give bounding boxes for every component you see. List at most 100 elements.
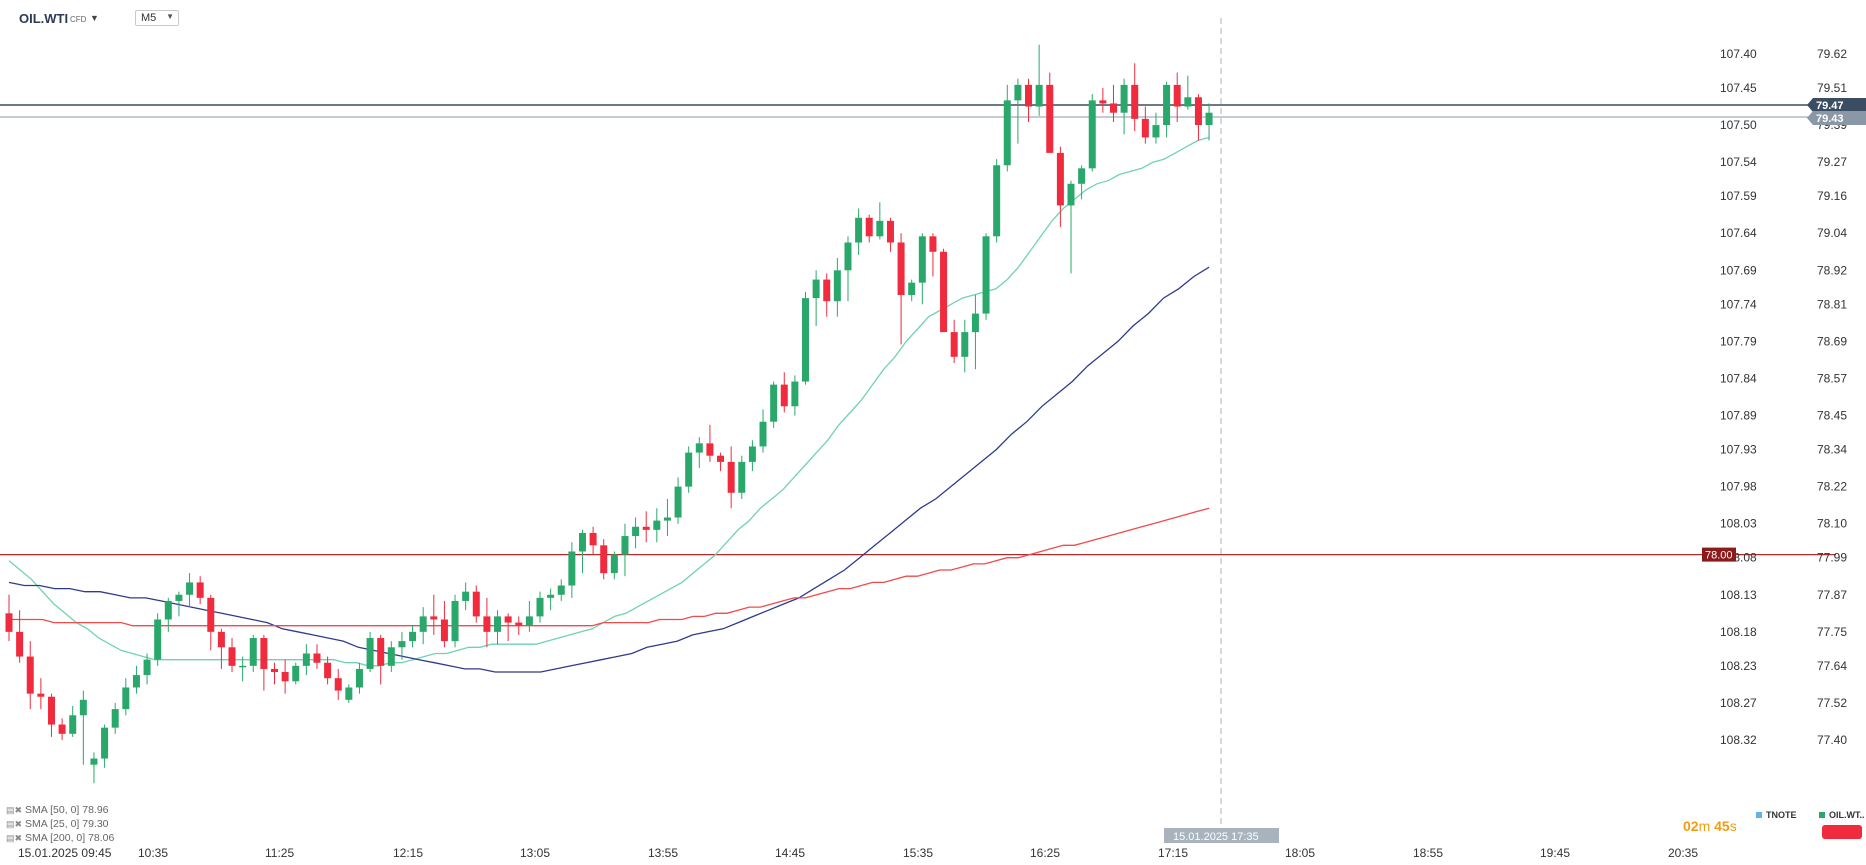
candle [802, 291, 809, 385]
candle-body [16, 631, 24, 657]
candle [207, 594, 215, 651]
countdown-minutes-unit: m [1698, 818, 1711, 834]
candle-body [1205, 112, 1213, 126]
candle-body [26, 656, 34, 694]
price-tick-label: 79.27 [1817, 155, 1847, 169]
candle [833, 257, 841, 317]
symbol-dropdown-icon[interactable]: ▼ [90, 13, 99, 23]
chevron-down-icon: ▼ [166, 12, 174, 21]
crosshair-time-label: 15.01.2025 17:35 [1173, 831, 1259, 843]
candle-body [918, 236, 926, 283]
candle-body [1173, 84, 1181, 107]
price-tick-label: 78.92 [1817, 263, 1847, 277]
secondary-tick-label: 108.13 [1720, 588, 1757, 602]
candle [324, 656, 332, 685]
candle-body [1109, 103, 1117, 113]
candle-body [695, 443, 703, 453]
candle-body [1152, 125, 1160, 138]
secondary-tick-label: 108.03 [1720, 517, 1757, 531]
support-line-label: 78.00 [1705, 550, 1733, 562]
candle [260, 634, 268, 691]
countdown-minutes: 02 [1683, 818, 1699, 834]
legend-sma25-label: SMA [25, 0] 79.30 [25, 818, 109, 830]
legend-sma50[interactable]: ▤✖ SMA [50, 0] 78.96 [6, 804, 109, 816]
candle [47, 693, 55, 737]
candle [1194, 94, 1202, 141]
legend-sma200[interactable]: ▤✖ SMA [200, 0] 78.06 [6, 832, 114, 844]
candle-body [1099, 100, 1107, 104]
price-tick-label: 77.64 [1817, 659, 1847, 673]
candle [1173, 72, 1181, 122]
candle [600, 539, 608, 580]
settings-icon[interactable]: ▤✖ [6, 819, 23, 829]
symbol-label[interactable]: OIL.WTI [19, 11, 69, 26]
countdown-seconds-unit: s [1729, 818, 1737, 834]
sma25-line [8, 136, 1210, 667]
legend-sma25[interactable]: ▤✖ SMA [25, 0] 79.30 [6, 818, 109, 830]
candle-body [568, 551, 576, 586]
candle-countdown: 02m 45s [1683, 818, 1737, 834]
settings-icon[interactable]: ▤✖ [6, 805, 23, 815]
candle-body [494, 616, 502, 632]
candle [727, 446, 735, 509]
candle [1088, 94, 1096, 172]
candle-body [398, 641, 406, 648]
price-tick-label: 78.10 [1817, 517, 1847, 531]
candle [281, 659, 289, 694]
candle-body [1003, 100, 1011, 166]
oil-tag[interactable]: OIL.WT.. [1819, 810, 1865, 820]
secondary-tick-label: 107.40 [1720, 47, 1757, 61]
candle-body [5, 613, 13, 632]
time-tick-label: 16:25 [1030, 846, 1060, 860]
candle [706, 424, 714, 462]
candle-body [69, 715, 77, 734]
current-price-marker: 79.47 [1807, 98, 1866, 112]
sma200-line [9, 507, 1210, 627]
crosshair-time-label-bg [1164, 828, 1279, 843]
candle [770, 381, 778, 428]
candle-body [440, 619, 448, 642]
secondary-tick-label: 108.32 [1720, 733, 1757, 747]
candle [69, 706, 77, 737]
secondary-tick-label: 107.59 [1720, 189, 1757, 203]
time-tick-label: 18:05 [1285, 846, 1315, 860]
candle-body [940, 251, 948, 333]
candle-body [387, 647, 395, 666]
time-axis: 15.01.2025 09:45 10:35 11:25 12:15 13:05 13:5… [18, 846, 1698, 860]
candle [313, 644, 321, 669]
candle [918, 233, 926, 305]
price-tick-label: 79.16 [1817, 189, 1847, 203]
candle-body [865, 217, 873, 237]
sell-button[interactable] [1822, 825, 1862, 839]
candle [186, 573, 194, 608]
time-tick-label: 10:35 [138, 846, 168, 860]
candle-body [589, 532, 597, 546]
candle [16, 610, 24, 663]
candle-body [759, 421, 767, 447]
timeframe-select[interactable]: M5 ▼ [135, 10, 179, 26]
candle [993, 159, 1001, 243]
candle [366, 631, 374, 673]
secondary-tick-label: 107.93 [1720, 443, 1757, 457]
time-tick-label: 11:25 [265, 846, 294, 860]
tnote-tag[interactable]: TNOTE [1756, 810, 1797, 820]
candle-body [823, 279, 831, 302]
ask-price-marker-label: 79.43 [1816, 113, 1844, 125]
candle-body [950, 332, 958, 357]
secondary-tick-label: 107.74 [1720, 297, 1757, 311]
price-tick-label: 77.40 [1817, 733, 1847, 747]
candle [855, 208, 863, 255]
candle [578, 529, 586, 574]
candle-body [547, 594, 555, 598]
settings-icon[interactable]: ▤✖ [6, 833, 23, 843]
candle-body [897, 242, 905, 296]
tnote-label: TNOTE [1766, 810, 1797, 820]
secondary-tick-label: 107.84 [1720, 371, 1757, 385]
candle-body [366, 638, 374, 669]
candle-body [791, 381, 799, 407]
candle [355, 662, 363, 694]
candle-body [1184, 97, 1192, 107]
square-icon [1756, 812, 1762, 818]
candle-body [578, 532, 586, 552]
